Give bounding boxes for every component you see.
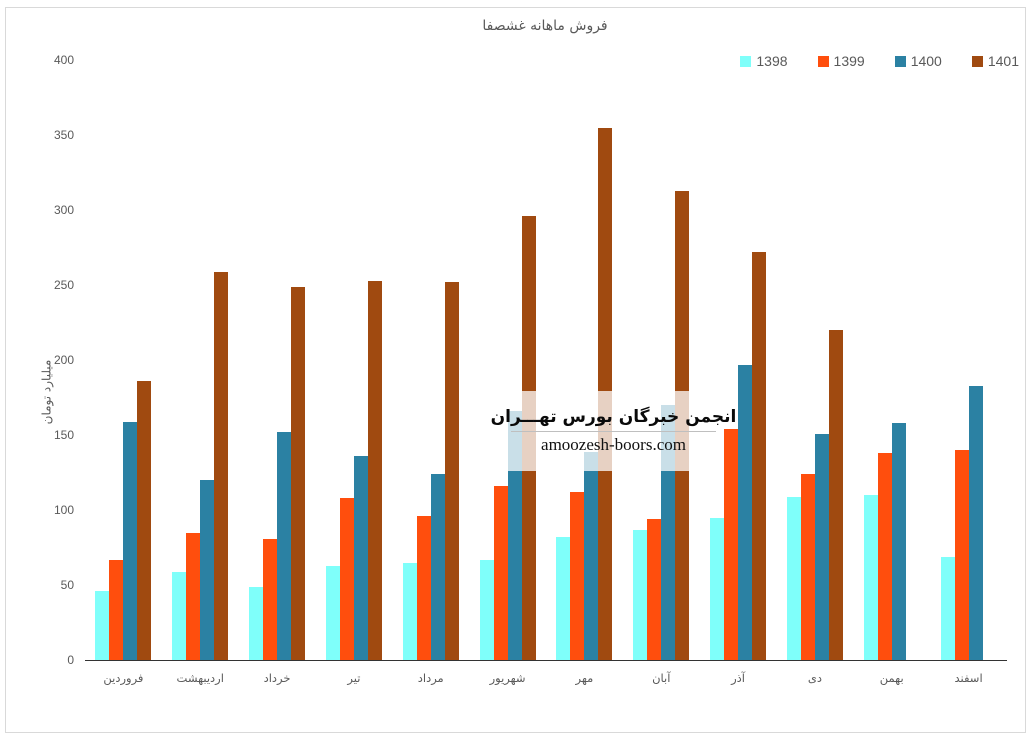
legend-item-1400: 1400 bbox=[894, 53, 942, 69]
bar-1400-فروردین bbox=[123, 421, 138, 660]
x-tick-label-2: خرداد bbox=[263, 671, 291, 685]
bar-1398-اسفند bbox=[940, 556, 955, 660]
y-tick-label-350: 350 bbox=[53, 128, 74, 142]
x-tick-label-6: مهر bbox=[575, 671, 594, 685]
y-tick-label-50: 50 bbox=[60, 578, 74, 592]
bar-1398-آذر bbox=[710, 517, 725, 660]
bar-1401-فروردین bbox=[137, 381, 152, 660]
bar-1400-اردیبهشت bbox=[200, 480, 215, 660]
legend-item-1399: 1399 bbox=[817, 53, 865, 69]
bar-1400-اسفند bbox=[968, 385, 983, 660]
bar-1398-آبان bbox=[633, 529, 648, 660]
bar-1398-مهر bbox=[556, 537, 571, 660]
legend-label-1401: 1401 bbox=[987, 53, 1019, 69]
bar-1399-بهمن bbox=[877, 453, 892, 660]
bar-1399-دی bbox=[800, 474, 815, 660]
y-tick-label-250: 250 bbox=[53, 278, 74, 292]
legend-swatch-1400 bbox=[894, 55, 906, 67]
x-tick-label-9: دی bbox=[807, 671, 822, 685]
y-tick-label-150: 150 bbox=[53, 428, 74, 442]
x-tick-label-0: فروردین bbox=[103, 671, 144, 685]
watermark-title: انجمن خبرگان بورس تهـــران bbox=[490, 406, 737, 427]
legend-label-1400: 1400 bbox=[910, 53, 942, 69]
chart-title: فروش ماهانه غشصفا bbox=[482, 18, 608, 34]
x-axis-line bbox=[85, 660, 1007, 661]
bar-1398-تیر bbox=[325, 565, 340, 660]
bar-1399-مرداد bbox=[416, 516, 431, 660]
bar-1400-آذر bbox=[738, 364, 753, 660]
y-axis-label: میلیارد تومان bbox=[39, 359, 54, 425]
x-tick-label-4: مرداد bbox=[417, 671, 444, 685]
watermark: انجمن خبرگان بورس تهـــران amoozesh-boor… bbox=[491, 391, 736, 471]
bar-1401-آذر bbox=[752, 252, 767, 660]
bar-1401-اردیبهشت bbox=[214, 271, 229, 660]
x-tick-label-3: تیر bbox=[347, 671, 361, 685]
x-tick-label-10: بهمن bbox=[879, 671, 904, 685]
bar-1399-آذر bbox=[724, 429, 739, 660]
bar-1399-فروردین bbox=[109, 559, 124, 660]
bar-1400-مهر bbox=[584, 451, 599, 660]
x-tick-label-7: آبان bbox=[652, 671, 671, 685]
x-tick-label-5: شهریور bbox=[489, 671, 526, 685]
bar-1401-خرداد bbox=[291, 286, 306, 660]
bar-1399-خرداد bbox=[263, 538, 278, 660]
chart-frame bbox=[5, 7, 1026, 733]
bar-1398-فروردین bbox=[95, 591, 110, 660]
bar-1400-شهریور bbox=[507, 411, 522, 660]
y-tick-label-300: 300 bbox=[53, 203, 74, 217]
legend-item-1401: 1401 bbox=[971, 53, 1019, 69]
bar-1400-تیر bbox=[353, 456, 368, 660]
bar-1398-خرداد bbox=[249, 586, 264, 660]
y-tick-label-200: 200 bbox=[53, 353, 74, 367]
bar-1401-تیر bbox=[367, 280, 382, 660]
bar-1400-خرداد bbox=[277, 432, 292, 660]
x-tick-label-8: آذر bbox=[731, 671, 745, 685]
bar-1399-آبان bbox=[647, 519, 662, 660]
bar-1399-مهر bbox=[570, 492, 585, 660]
bar-1400-دی bbox=[814, 433, 829, 660]
bar-1401-دی bbox=[828, 330, 843, 660]
bar-1400-بهمن bbox=[891, 423, 906, 660]
bar-1400-مرداد bbox=[430, 474, 445, 660]
legend: 1398 1399 1400 1401 bbox=[740, 53, 1019, 69]
legend-label-1399: 1399 bbox=[833, 53, 865, 69]
legend-swatch-1398 bbox=[740, 55, 752, 67]
bar-1398-اردیبهشت bbox=[172, 571, 187, 660]
watermark-divider bbox=[511, 431, 716, 433]
bar-1398-دی bbox=[786, 496, 801, 660]
bar-1398-مرداد bbox=[402, 562, 417, 660]
bar-1399-شهریور bbox=[493, 486, 508, 660]
legend-swatch-1401 bbox=[971, 55, 983, 67]
bar-1401-مرداد bbox=[444, 282, 459, 660]
bar-1399-تیر bbox=[339, 498, 354, 660]
bar-1398-شهریور bbox=[479, 559, 494, 660]
y-tick-label-400: 400 bbox=[53, 53, 74, 67]
bar-1398-بهمن bbox=[863, 495, 878, 660]
x-tick-label-1: اردیبهشت bbox=[176, 671, 224, 685]
bar-1399-اردیبهشت bbox=[186, 532, 201, 660]
x-tick-label-11: اسفند bbox=[954, 671, 983, 685]
legend-swatch-1399 bbox=[817, 55, 829, 67]
legend-item-1398: 1398 bbox=[740, 53, 788, 69]
y-tick-label-100: 100 bbox=[53, 503, 74, 517]
y-tick-label-0: 0 bbox=[67, 653, 74, 667]
bar-1399-اسفند bbox=[954, 450, 969, 660]
watermark-url: amoozesh-boors.com bbox=[541, 435, 686, 455]
legend-label-1398: 1398 bbox=[756, 53, 788, 69]
